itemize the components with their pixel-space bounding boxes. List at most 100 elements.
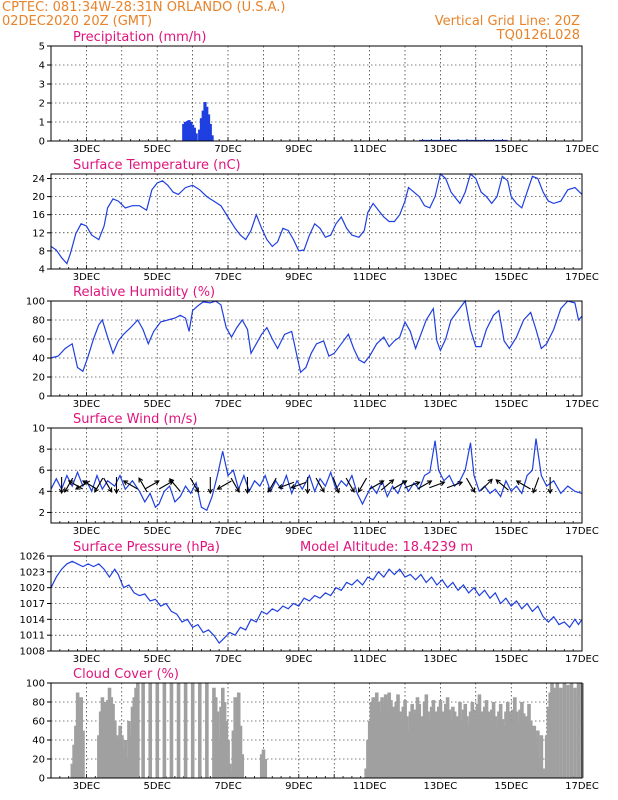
- cloud-cover-bar: [190, 683, 195, 778]
- cloud-cover-bar: [205, 683, 209, 778]
- temperature-xtick-label: 7DEC: [214, 272, 241, 283]
- temperature-xtick-label: 13DEC: [424, 272, 458, 283]
- temperature-ytick-label: 24: [32, 174, 45, 185]
- cloud-cover-xtick-label: 11DEC: [353, 781, 387, 792]
- wind-arrow-head: [305, 488, 311, 495]
- wind-xtick-label: 7DEC: [214, 526, 241, 537]
- precipitation-ytick-label: 4: [39, 61, 45, 72]
- wind-arrow-shaft: [75, 480, 91, 490]
- pressure-xtick-label: 5DEC: [144, 654, 171, 665]
- temperature-xtick-label: 9DEC: [285, 272, 312, 283]
- temperature-title: Surface Temperature (nC): [73, 158, 241, 173]
- precipitation-ytick-label: 3: [39, 80, 45, 91]
- wind-arrow-shaft: [345, 477, 355, 493]
- wind-arrow-shaft: [138, 477, 148, 493]
- cloud-cover-bar: [566, 684, 570, 778]
- cloud-cover-bar: [81, 730, 85, 778]
- cloud-cover-ytick-label: 100: [26, 679, 45, 690]
- pressure-ytick-label: 1008: [20, 647, 45, 658]
- wind-arrow-head: [122, 480, 129, 486]
- pressure-ytick-label: 1014: [20, 615, 45, 626]
- precipitation-bar: [208, 123, 212, 141]
- cloud-cover-bar: [136, 683, 140, 778]
- cloud-cover-bar: [263, 759, 268, 778]
- wind-arrow-head: [350, 487, 355, 493]
- pressure-xtick-label: 11DEC: [353, 654, 387, 665]
- cloud-cover-xtick-label: 3DEC: [73, 781, 100, 792]
- cloud-cover-bar: [141, 683, 145, 778]
- precipitation-xtick-label: 5DEC: [144, 144, 171, 155]
- pressure-ytick-label: 1023: [20, 567, 45, 578]
- chart-header: CPTEC: 081:34W-28:31N ORLANDO (U.S.A.) 0…: [0, 0, 618, 46]
- pressure-xtick-label: 7DEC: [214, 654, 241, 665]
- precipitation-bar: [201, 110, 205, 141]
- precipitation-bar: [183, 122, 188, 141]
- precipitation-xtick-label: 17DEC: [565, 144, 599, 155]
- humidity-ytick-label: 60: [32, 335, 45, 346]
- pressure-ytick-label: 1026: [20, 552, 45, 563]
- cloud-cover-bar: [551, 687, 556, 778]
- humidity-xtick-label: 5DEC: [144, 399, 171, 410]
- cloud-cover-ytick-label: 40: [32, 736, 45, 747]
- humidity-ytick-label: 40: [32, 354, 45, 365]
- cloud-cover-bar: [562, 683, 567, 778]
- wind-arrow-shaft: [495, 479, 509, 491]
- pressure-ytick-label: 1011: [20, 631, 45, 642]
- precipitation-xtick-label: 7DEC: [214, 144, 241, 155]
- wind-arrow-shaft: [369, 480, 384, 490]
- pressure-panel: Surface Pressure (hPa) Model Altitude: 18…: [20, 540, 599, 665]
- wind-arrow-shaft: [94, 477, 104, 493]
- temperature-ytick-label: 16: [32, 210, 45, 221]
- temperature-ytick-label: 12: [32, 228, 45, 239]
- pressure-ytick-label: 1020: [20, 583, 45, 594]
- wind-arrow-head: [426, 480, 433, 486]
- wind-arrow-head: [402, 480, 408, 486]
- wind-arrow-head: [277, 483, 284, 489]
- cloud-cover-bar: [573, 687, 577, 778]
- wind-arrow-head: [457, 481, 464, 487]
- wind-arrow-head: [357, 487, 363, 493]
- cloud-cover-bar: [169, 683, 174, 778]
- cloud-cover-bar: [555, 683, 560, 778]
- wind-arrow-head: [169, 477, 175, 484]
- wind-xtick-label: 15DEC: [494, 526, 528, 537]
- wind-arrow-shaft: [392, 480, 407, 490]
- humidity-series-line: [50, 299, 583, 374]
- wind-arrow-head: [207, 488, 213, 495]
- wind-arrow-head: [67, 480, 74, 486]
- wind-arrow-head: [267, 487, 273, 493]
- precipitation-xtick-label: 3DEC: [73, 144, 100, 155]
- wind-arrow-shaft: [480, 478, 493, 492]
- wind-frame: [50, 427, 583, 524]
- wind-arrow-shaft: [532, 477, 540, 493]
- precipitation-bar: [205, 106, 209, 141]
- wind-arrow-head: [64, 487, 69, 493]
- wind-arrow-head: [194, 487, 199, 493]
- precipitation-bar: [185, 121, 189, 141]
- cloud-cover-bar: [559, 687, 563, 778]
- wind-arrow-shaft: [68, 480, 83, 490]
- wind-arrow-shaft: [315, 477, 325, 493]
- header-code: TQ0126L028: [496, 28, 580, 43]
- cloud-cover-bar: [240, 754, 245, 778]
- temperature-frame: [50, 173, 583, 270]
- cloud-cover-bar: [197, 683, 202, 778]
- cloud-cover-ytick-label: 0: [39, 774, 45, 785]
- precipitation-bar: [191, 124, 195, 141]
- precipitation-ytick-label: 5: [39, 42, 45, 53]
- wind-arrow-head: [547, 488, 553, 495]
- humidity-xtick-label: 9DEC: [285, 399, 312, 410]
- cloud-cover-xtick-label: 15DEC: [494, 781, 528, 792]
- wind-arrow-shaft: [267, 477, 277, 493]
- humidity-ytick-label: 100: [26, 297, 45, 308]
- cloud-cover-bar: [228, 763, 232, 778]
- pressure-xtick-label: 3DEC: [73, 654, 100, 665]
- cloud-cover-bar: [569, 683, 574, 778]
- wind-arrow-shaft: [466, 477, 475, 493]
- humidity-panel: Relative Humidity (%) 0 20 40 60 80 100 3DEC 5DE…: [26, 285, 599, 410]
- precipitation-xtick-label: 11DEC: [353, 144, 387, 155]
- pressure-xtick-label: 17DEC: [565, 654, 599, 665]
- temperature-xtick-label: 17DEC: [565, 272, 599, 283]
- wind-arrow-head: [495, 479, 501, 485]
- cloud-cover-xtick-label: 7DEC: [214, 781, 241, 792]
